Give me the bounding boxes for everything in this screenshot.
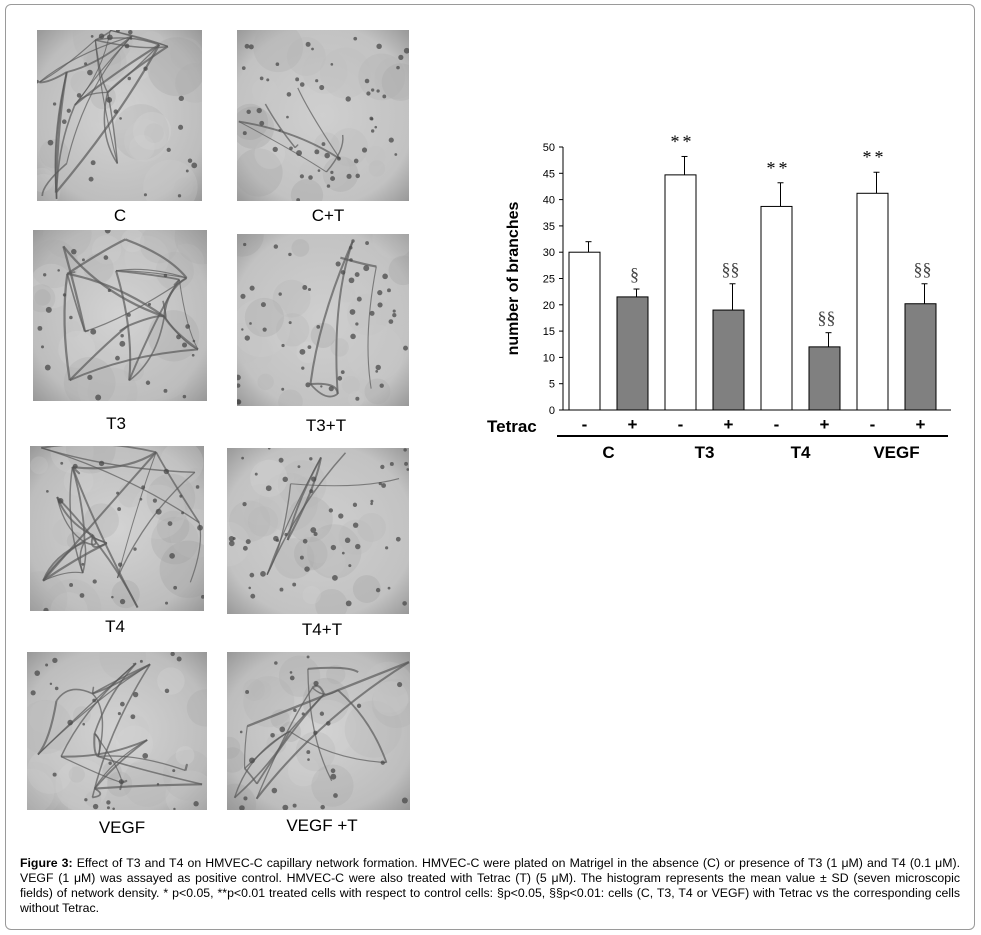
micrograph-t4 bbox=[30, 446, 204, 611]
tetrac-sign-label: + bbox=[916, 415, 926, 434]
bar bbox=[568, 251, 601, 411]
bar bbox=[808, 346, 841, 411]
group-label: T4 bbox=[791, 443, 811, 462]
panel-label-t3-t: T3+T bbox=[305, 416, 347, 435]
caption-lead: Figure 3: bbox=[20, 856, 73, 870]
panel-label-t3: T3 bbox=[106, 414, 126, 433]
group-label: VEGF bbox=[873, 443, 919, 462]
panel-label-t4-t: T4+T bbox=[301, 620, 343, 639]
significance-annotation: ** bbox=[767, 158, 791, 178]
micrograph-vegf-t bbox=[227, 652, 410, 810]
bar bbox=[856, 192, 889, 411]
micrograph-c-t bbox=[237, 30, 409, 201]
panel-label-t4: T4 bbox=[105, 617, 125, 636]
panel-label-c: C bbox=[113, 206, 127, 225]
y-tick-label: 30 bbox=[543, 247, 555, 259]
group-label: T3 bbox=[695, 443, 715, 462]
panel-label-vegf: VEGF bbox=[98, 818, 146, 837]
tetrac-sign-label: + bbox=[724, 415, 734, 434]
panel-label-c-t: C+T bbox=[311, 206, 345, 225]
tetrac-sign-label: + bbox=[820, 415, 830, 434]
tetrac-sign-label: - bbox=[774, 415, 780, 434]
bar bbox=[664, 174, 697, 411]
significance-annotation: §§ bbox=[818, 308, 836, 328]
bar bbox=[904, 303, 937, 411]
tetrac-sign-label: - bbox=[678, 415, 684, 434]
micrograph-t3-t bbox=[237, 234, 409, 406]
caption-text: Effect of T3 and T4 on HMVEC-C capillary… bbox=[20, 856, 960, 915]
y-tick-label: 0 bbox=[549, 405, 555, 417]
y-axis-label: number of branches bbox=[505, 202, 522, 356]
y-tick-label: 25 bbox=[543, 274, 555, 286]
y-tick-label: 20 bbox=[543, 300, 555, 312]
micrograph-t3 bbox=[33, 230, 207, 401]
bar bbox=[760, 205, 793, 411]
significance-annotation: § bbox=[630, 264, 639, 284]
micrograph-vegf bbox=[27, 652, 207, 810]
tetrac-sign-label: + bbox=[628, 415, 638, 434]
micrograph-t4-t bbox=[227, 448, 409, 614]
significance-annotation: ** bbox=[671, 131, 695, 151]
branches-bar-chart: 0 5 10 15 20 25 30 35 40 45 50 number of branches - §… bbox=[487, 131, 951, 462]
significance-annotation: §§ bbox=[914, 259, 932, 279]
y-tick-label: 10 bbox=[543, 352, 555, 364]
bar bbox=[616, 296, 649, 411]
tetrac-sign-label: - bbox=[870, 415, 876, 434]
tetrac-sign-label: - bbox=[582, 415, 588, 434]
y-tick-label: 45 bbox=[543, 168, 555, 180]
y-tick-label: 50 bbox=[543, 142, 555, 154]
tetrac-row-label: Tetrac bbox=[487, 417, 537, 436]
significance-annotation: ** bbox=[863, 147, 887, 167]
panel-label-vegf-t: VEGF +T bbox=[286, 816, 358, 835]
y-tick-label: 35 bbox=[543, 221, 555, 233]
y-tick-label: 15 bbox=[543, 326, 555, 338]
group-label: C bbox=[602, 443, 614, 462]
y-tick-label: 40 bbox=[543, 195, 555, 207]
figure-frame bbox=[5, 4, 975, 930]
bar bbox=[712, 309, 745, 411]
y-tick-label: 5 bbox=[549, 379, 555, 391]
micrograph-c bbox=[37, 30, 202, 201]
figure-caption: Figure 3: Effect of T3 and T4 on HMVEC-C… bbox=[20, 856, 960, 916]
significance-annotation: §§ bbox=[722, 259, 740, 279]
